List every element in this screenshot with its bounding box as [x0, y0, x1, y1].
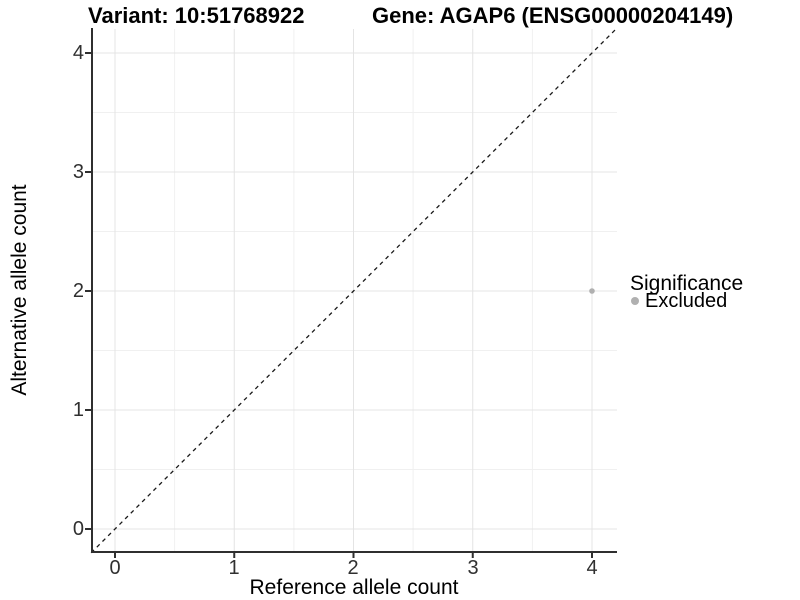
- y-tick-label-3: 3: [72, 161, 84, 183]
- data-point: [589, 288, 595, 294]
- legend-entry-excluded: Excluded: [645, 290, 728, 312]
- title-gene: Gene: AGAP6 (ENSG00000204149): [372, 3, 734, 28]
- axis-lines: [91, 28, 617, 553]
- x-tick-label-1: 1: [228, 557, 240, 579]
- y-tick-label-0: 0: [72, 518, 84, 540]
- axis-ticks: [85, 52, 593, 558]
- x-tick-label-0: 0: [109, 557, 121, 579]
- x-tick-label-3: 3: [467, 557, 479, 579]
- x-tick-label-2: 2: [347, 557, 359, 579]
- legend-key-dot: [631, 297, 639, 305]
- y-axis-title: Alternative allele count: [8, 184, 31, 396]
- y-tick-label-1: 1: [72, 399, 84, 421]
- y-tick-label-2: 2: [72, 280, 84, 302]
- y-tick-label-4: 4: [72, 42, 84, 64]
- identity-line: [90, 27, 618, 554]
- x-tick-label-4: 4: [586, 557, 598, 579]
- x-axis-title: Reference allele count: [249, 576, 459, 599]
- legend-title: Significance: [630, 272, 744, 295]
- title-variant: Variant: 10:51768922: [88, 3, 305, 28]
